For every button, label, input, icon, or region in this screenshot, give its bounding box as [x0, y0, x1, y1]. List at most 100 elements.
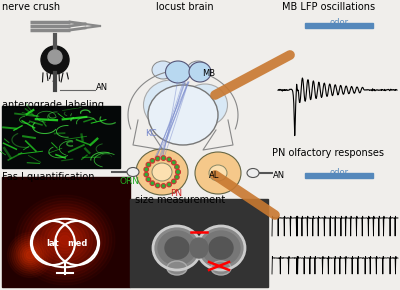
Circle shape	[156, 156, 160, 161]
Text: AN: AN	[96, 84, 108, 93]
Ellipse shape	[44, 221, 86, 259]
Text: AN: AN	[273, 171, 285, 180]
Circle shape	[150, 181, 154, 185]
Ellipse shape	[195, 152, 241, 194]
Ellipse shape	[8, 233, 52, 278]
Ellipse shape	[60, 235, 70, 244]
Circle shape	[144, 167, 148, 172]
Text: ORN: ORN	[120, 177, 140, 186]
Circle shape	[173, 162, 175, 164]
Ellipse shape	[12, 237, 48, 273]
Text: KC: KC	[145, 128, 157, 137]
Circle shape	[147, 178, 150, 180]
Ellipse shape	[190, 238, 208, 258]
Ellipse shape	[26, 251, 34, 259]
Ellipse shape	[209, 237, 233, 259]
Ellipse shape	[57, 233, 73, 247]
Circle shape	[177, 171, 179, 173]
Text: AL: AL	[209, 171, 219, 180]
Circle shape	[146, 162, 150, 167]
Ellipse shape	[41, 46, 69, 74]
Ellipse shape	[148, 85, 218, 145]
Ellipse shape	[47, 224, 83, 256]
Circle shape	[167, 182, 171, 187]
Ellipse shape	[211, 261, 231, 275]
Text: nerve crush: nerve crush	[2, 2, 60, 12]
Circle shape	[176, 170, 180, 174]
Ellipse shape	[18, 243, 42, 267]
Text: odor: odor	[330, 168, 348, 177]
Circle shape	[161, 156, 166, 160]
Text: anterograde labeling: anterograde labeling	[2, 100, 104, 110]
Bar	[130, 199, 268, 287]
Circle shape	[175, 175, 179, 179]
Circle shape	[177, 171, 179, 173]
Ellipse shape	[22, 201, 108, 279]
Circle shape	[162, 157, 164, 159]
Circle shape	[172, 160, 176, 165]
Ellipse shape	[158, 231, 196, 265]
Circle shape	[145, 173, 147, 176]
Circle shape	[176, 166, 178, 168]
Ellipse shape	[14, 239, 46, 271]
Ellipse shape	[247, 168, 259, 177]
Circle shape	[168, 158, 170, 161]
Circle shape	[156, 183, 160, 188]
Ellipse shape	[16, 241, 44, 269]
Circle shape	[156, 157, 159, 160]
Text: odor: odor	[330, 18, 348, 27]
Ellipse shape	[24, 249, 36, 261]
Circle shape	[161, 184, 166, 188]
Ellipse shape	[167, 261, 187, 275]
Ellipse shape	[165, 237, 189, 259]
Ellipse shape	[20, 245, 40, 265]
Bar	[2, 106, 120, 168]
Ellipse shape	[166, 61, 190, 83]
Circle shape	[146, 177, 150, 182]
Text: size measurement: size measurement	[135, 195, 225, 205]
Ellipse shape	[152, 163, 172, 181]
Ellipse shape	[48, 50, 62, 64]
Text: PN: PN	[170, 189, 182, 198]
Ellipse shape	[198, 227, 244, 269]
Text: MB LFP oscillations: MB LFP oscillations	[282, 2, 375, 12]
Circle shape	[145, 168, 147, 171]
Circle shape	[144, 172, 148, 177]
Ellipse shape	[136, 149, 188, 195]
Ellipse shape	[34, 212, 96, 268]
Text: PN olfactory responses: PN olfactory responses	[272, 148, 384, 158]
Ellipse shape	[152, 61, 174, 79]
Ellipse shape	[10, 235, 50, 276]
Ellipse shape	[41, 218, 89, 262]
Ellipse shape	[38, 215, 92, 265]
Circle shape	[167, 157, 171, 162]
Ellipse shape	[28, 206, 102, 273]
Circle shape	[156, 184, 159, 186]
Ellipse shape	[154, 227, 200, 269]
Ellipse shape	[25, 204, 105, 276]
Circle shape	[150, 159, 154, 163]
Circle shape	[176, 170, 180, 174]
Circle shape	[173, 180, 175, 182]
Ellipse shape	[50, 227, 80, 253]
Text: locust brain: locust brain	[156, 2, 214, 12]
Bar	[2, 177, 130, 287]
Circle shape	[176, 176, 178, 178]
Ellipse shape	[209, 165, 227, 181]
Ellipse shape	[127, 168, 139, 177]
Circle shape	[151, 182, 154, 184]
Circle shape	[175, 165, 179, 169]
Ellipse shape	[189, 62, 211, 82]
Ellipse shape	[54, 230, 76, 250]
Circle shape	[162, 185, 164, 187]
Ellipse shape	[187, 61, 209, 79]
Circle shape	[151, 160, 154, 162]
Text: MB: MB	[202, 70, 215, 79]
Ellipse shape	[202, 231, 240, 265]
Bar	[305, 173, 373, 178]
Text: med: med	[67, 240, 87, 249]
Text: lat: lat	[46, 240, 59, 249]
Circle shape	[172, 179, 176, 184]
Circle shape	[168, 184, 170, 186]
Circle shape	[147, 164, 150, 166]
